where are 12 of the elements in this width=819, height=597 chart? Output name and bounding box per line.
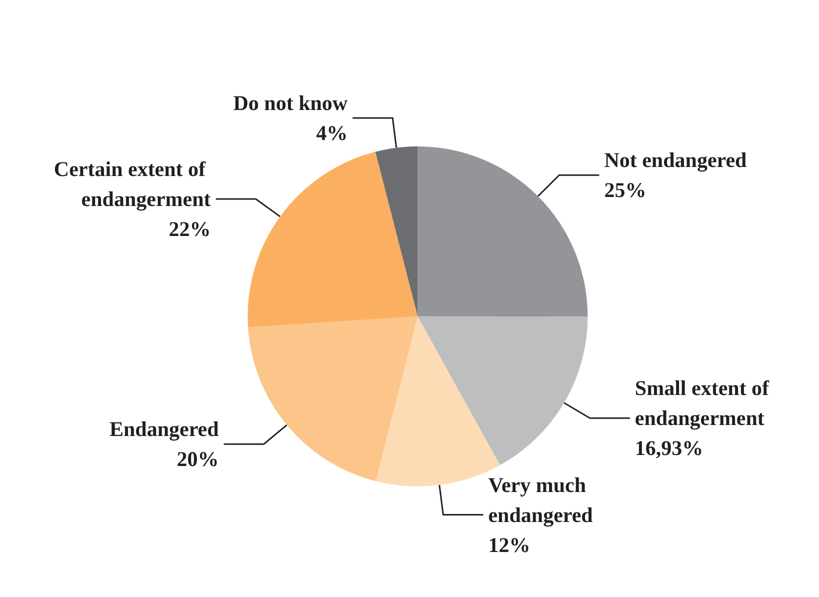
slice-label: Certain extent of endangerment	[54, 156, 211, 211]
data-label: 4%	[316, 120, 348, 145]
data-label: 16,93%	[634, 436, 704, 460]
data-label: 22%	[168, 216, 211, 241]
data-label: 25%	[604, 178, 646, 202]
slice-label: Small extent of endangerment	[634, 376, 774, 430]
slice-label: Very much endangered	[488, 472, 594, 527]
slice-label: Do not know	[233, 90, 348, 115]
data-label: 20%	[176, 447, 219, 472]
data-label: 12%	[488, 532, 530, 557]
slice-label: Not endangered	[604, 148, 748, 172]
slice-label: Endangered	[109, 417, 220, 442]
